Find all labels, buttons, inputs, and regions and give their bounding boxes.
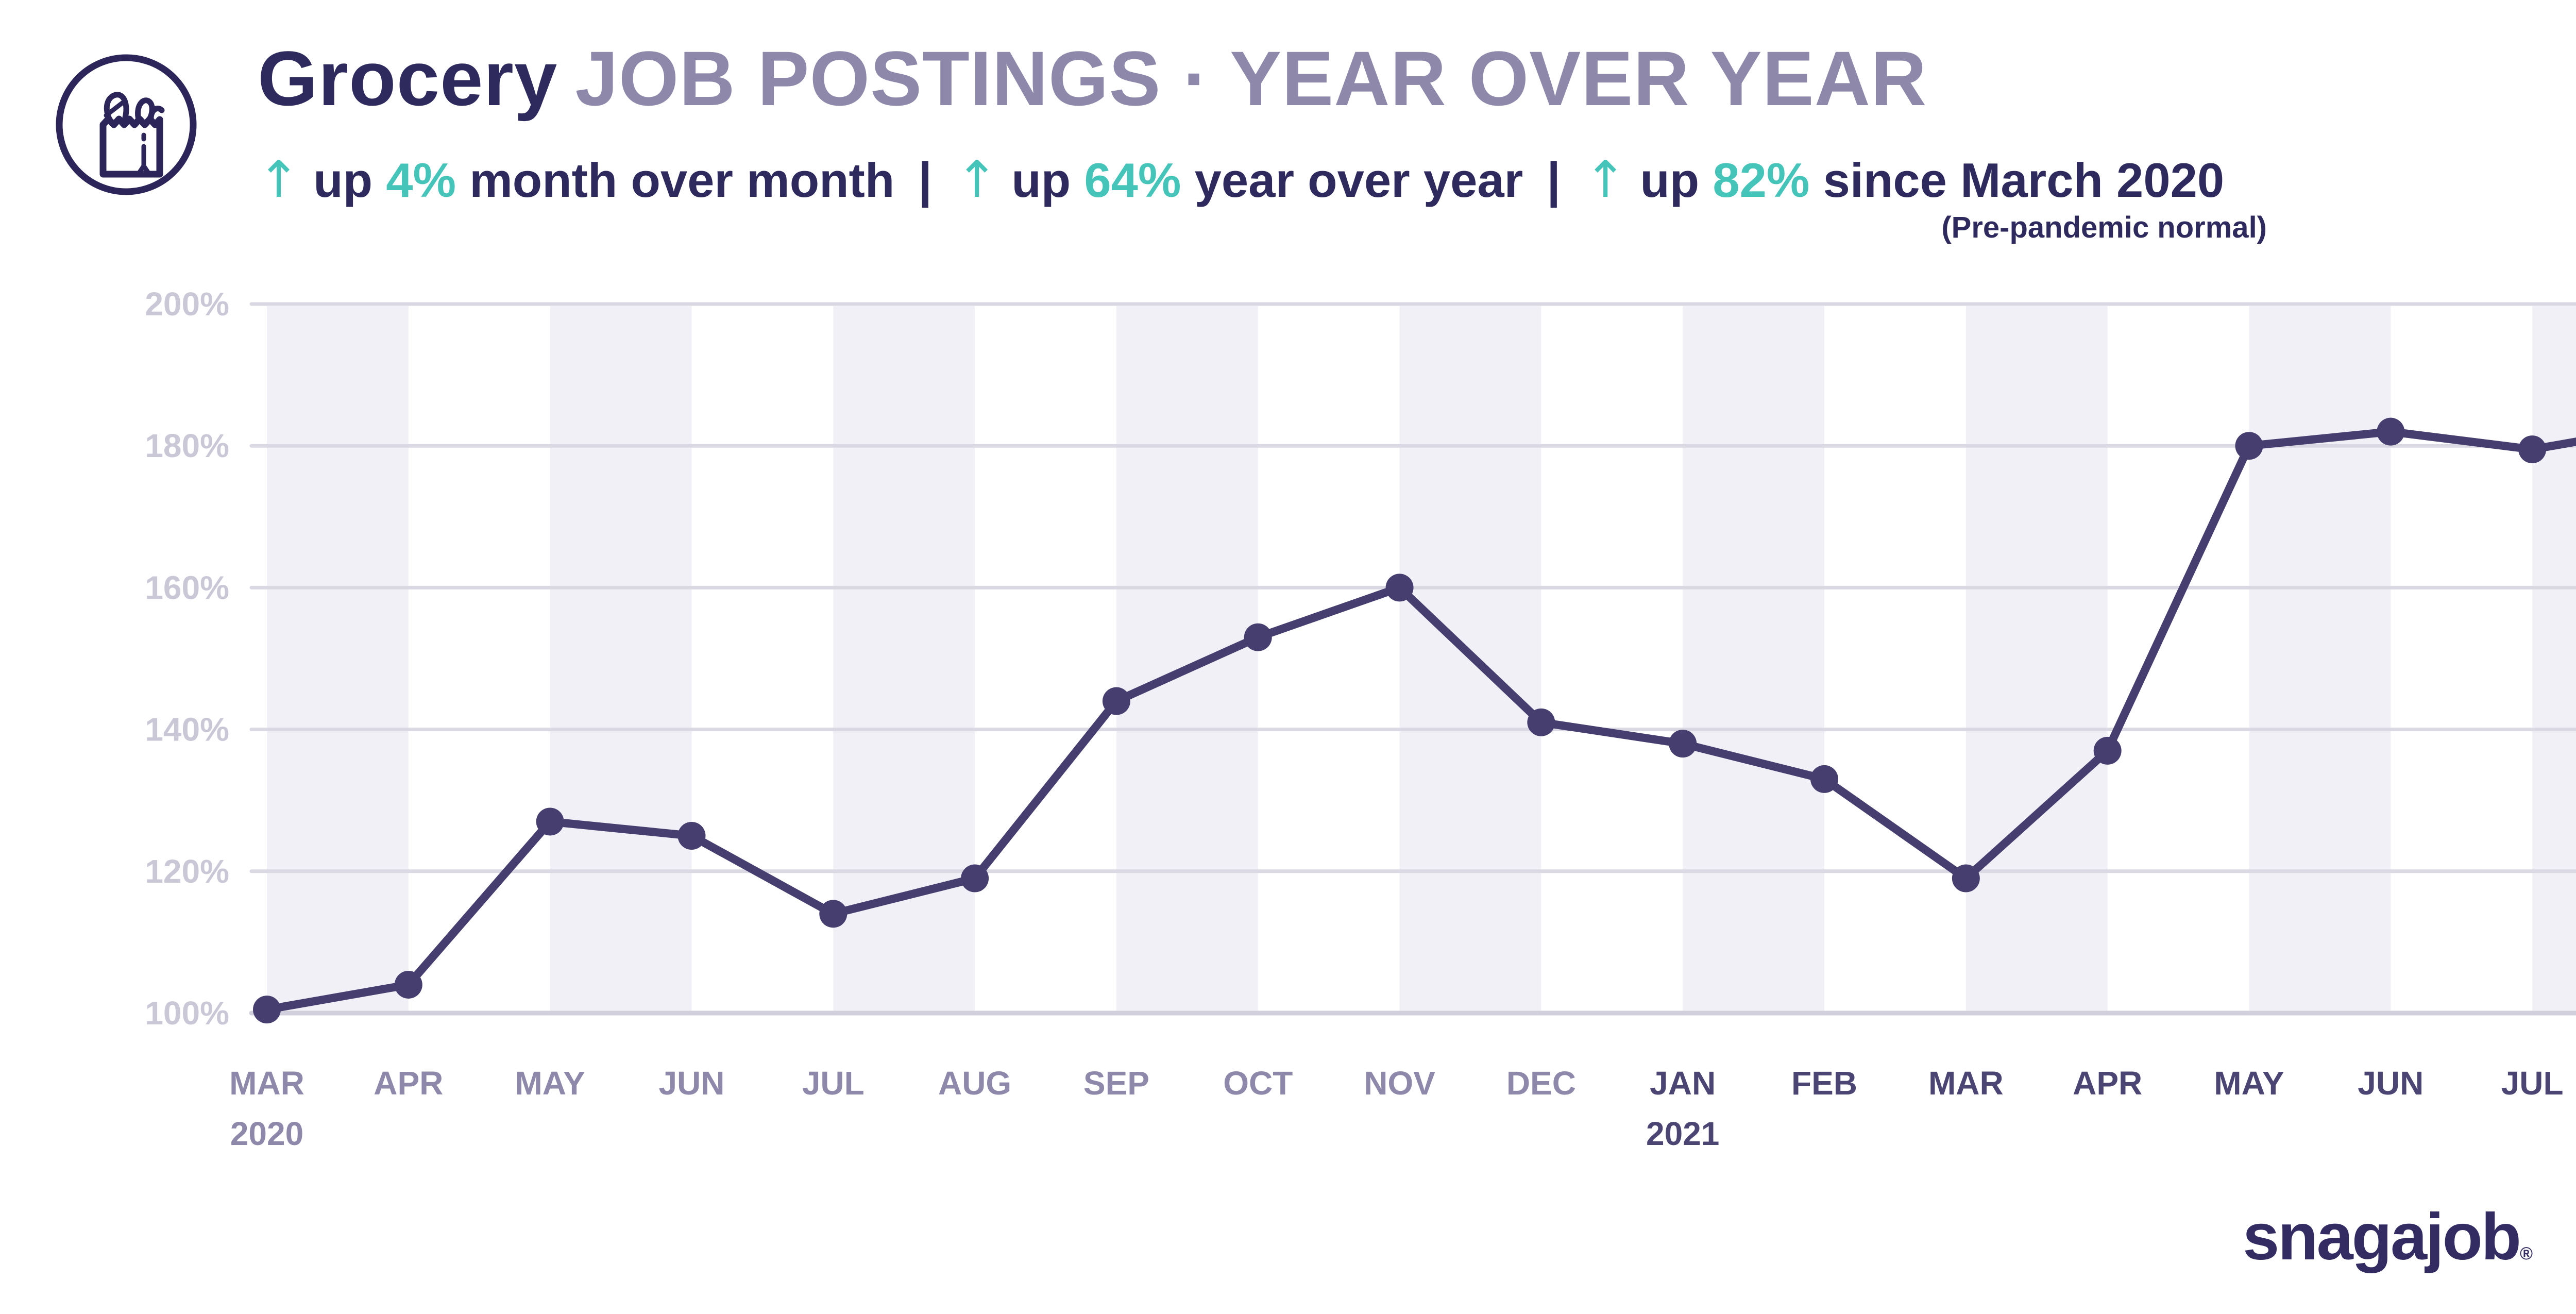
data-point xyxy=(2377,417,2405,446)
month-band xyxy=(267,306,409,1011)
x-axis-label: NOV xyxy=(1364,1065,1435,1102)
stat-value: 64% xyxy=(1084,153,1181,207)
brand-wordmark: snagajob xyxy=(2243,1200,2521,1274)
x-axis-label: JUN xyxy=(658,1065,724,1102)
stat-suffix: month over month xyxy=(469,153,895,207)
data-point xyxy=(1244,623,1272,651)
month-band xyxy=(2532,306,2576,1011)
stat-prefix: up xyxy=(1011,153,1071,207)
x-axis-label: MAR xyxy=(229,1065,304,1102)
month-band xyxy=(1116,306,1258,1011)
x-axis-label: MAY xyxy=(2214,1065,2284,1102)
data-point xyxy=(2518,435,2547,464)
stat-suffix: since March 2020 xyxy=(1823,153,2225,207)
grocery-bag-icon xyxy=(56,54,197,195)
stat-divider: | xyxy=(918,153,933,208)
stat-month-over-month: ↑ up 4% month over month xyxy=(258,150,895,209)
x-axis-label: DEC xyxy=(1506,1065,1576,1102)
data-point xyxy=(253,996,281,1024)
data-point xyxy=(1669,730,1697,758)
y-axis-tick-label: 200% xyxy=(145,285,229,323)
month-band xyxy=(2249,306,2391,1011)
month-band xyxy=(1965,306,2108,1011)
y-axis-tick-label: 160% xyxy=(145,569,229,606)
x-axis-label: MAY xyxy=(515,1065,585,1102)
x-axis-year-label: 2021 xyxy=(1646,1115,1719,1152)
stat-suffix: year over year xyxy=(1194,153,1523,207)
up-arrow-icon: ↑ xyxy=(956,150,998,209)
x-axis-label: APR xyxy=(374,1065,443,1102)
data-point xyxy=(961,864,989,892)
x-axis-label: JAN xyxy=(1650,1065,1716,1102)
stat-value: 82% xyxy=(1713,153,1810,207)
y-axis-tick-label: 100% xyxy=(145,995,229,1032)
page-title: Grocery JOB POSTINGS · YEAR OVER YEAR xyxy=(258,34,1927,123)
y-axis-tick-label: 140% xyxy=(145,711,229,748)
x-axis-label: APR xyxy=(2073,1065,2142,1102)
series-line xyxy=(263,427,2576,1014)
title-main: Grocery xyxy=(258,35,558,122)
data-point xyxy=(1385,574,1414,602)
stats-row: ↑ up 4% month over month | ↑ up 64% year… xyxy=(258,150,2225,209)
x-axis-label: OCT xyxy=(1223,1065,1293,1102)
data-point xyxy=(677,822,706,850)
pre-pandemic-note: (Pre-pandemic normal) xyxy=(1941,211,2267,244)
x-axis-year-label: 2020 xyxy=(230,1115,303,1152)
up-arrow-icon: ↑ xyxy=(1584,150,1627,209)
stat-year-over-year: ↑ up 64% year over year xyxy=(956,150,1523,209)
x-axis-label: SEP xyxy=(1083,1065,1149,1102)
month-band xyxy=(550,306,692,1011)
stat-prefix: up xyxy=(1640,153,1700,207)
y-axis-tick-label: 120% xyxy=(145,853,229,890)
grocery-logo xyxy=(56,54,197,195)
x-axis-label: JUL xyxy=(802,1065,865,1102)
data-point xyxy=(1810,765,1839,793)
x-axis-label: AUG xyxy=(938,1065,1011,1102)
stat-value: 4% xyxy=(386,153,456,207)
y-axis-tick-label: 180% xyxy=(145,427,229,464)
data-point xyxy=(536,807,564,836)
data-point xyxy=(819,900,848,928)
stat-since-march-2020: ↑ up 82% since March 2020 xyxy=(1584,150,2225,209)
month-band xyxy=(1683,306,1825,1011)
registered-mark: ® xyxy=(2519,1244,2533,1264)
x-axis-label: MAR xyxy=(1928,1065,2004,1102)
data-point xyxy=(1102,687,1130,715)
data-point xyxy=(1952,864,1980,892)
data-point xyxy=(2093,736,2122,765)
x-axis-label: JUN xyxy=(2358,1065,2424,1102)
data-point xyxy=(1527,708,1555,736)
data-point xyxy=(2235,432,2263,460)
brand-logo: snagajob® xyxy=(2243,1199,2533,1275)
data-point xyxy=(394,970,422,999)
up-arrow-icon: ↑ xyxy=(258,150,300,209)
title-sub: JOB POSTINGS · YEAR OVER YEAR xyxy=(575,35,1927,122)
stat-prefix: up xyxy=(313,153,373,207)
x-axis-label: FEB xyxy=(1791,1065,1857,1102)
stat-divider: | xyxy=(1547,153,1561,208)
x-axis-label: JUL xyxy=(2501,1065,2564,1102)
